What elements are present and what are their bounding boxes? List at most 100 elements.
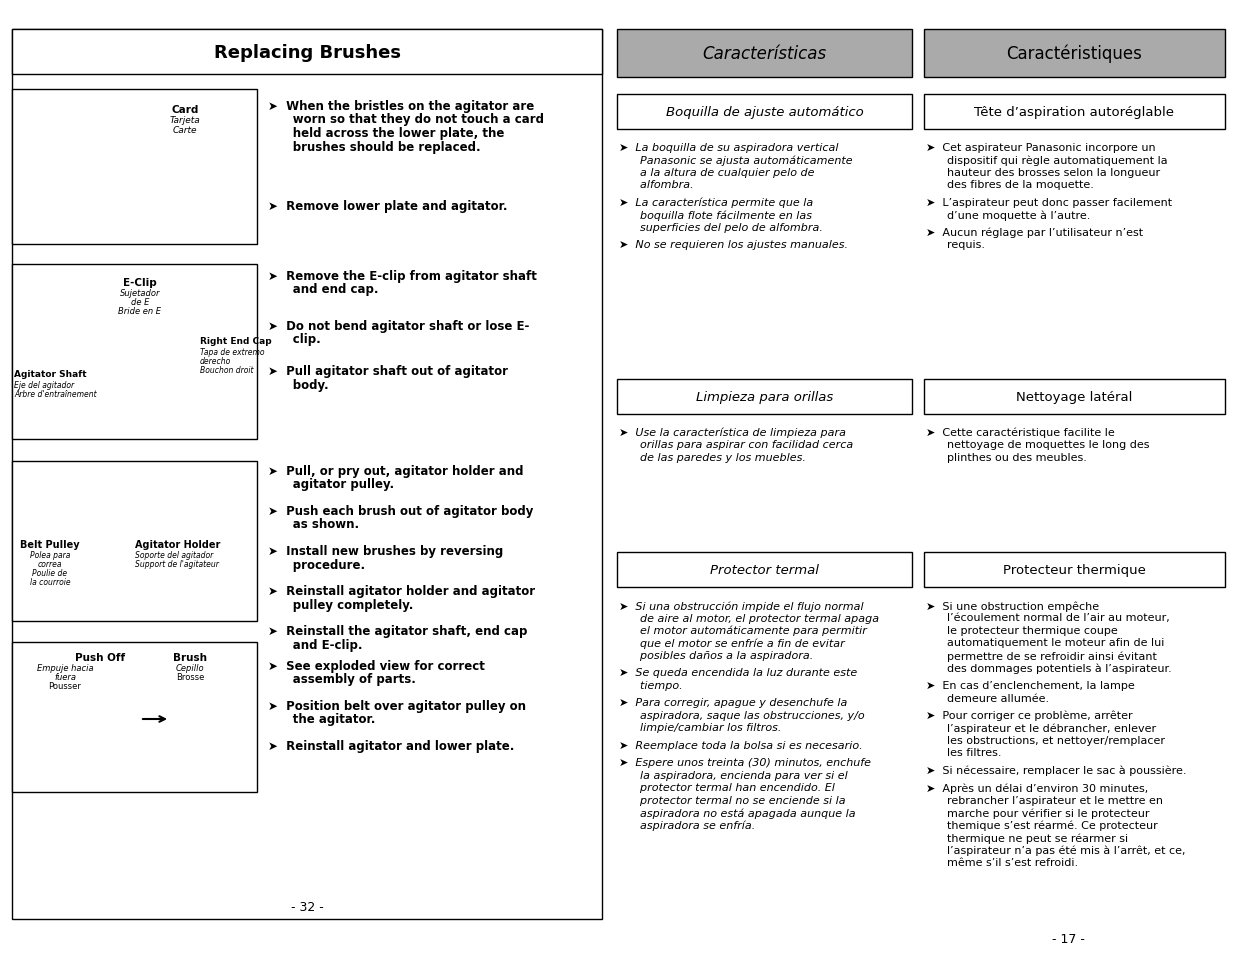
Text: de aire al motor, el protector termal apaga: de aire al motor, el protector termal ap… [619, 613, 879, 623]
Text: ➤  Pull agitator shaft out of agitator: ➤ Pull agitator shaft out of agitator [268, 365, 508, 377]
Text: rebrancher l’aspirateur et le mettre en: rebrancher l’aspirateur et le mettre en [926, 795, 1163, 805]
Text: ➤  Aucun réglage par l’utilisateur n’est: ➤ Aucun réglage par l’utilisateur n’est [926, 228, 1144, 238]
Text: marche pour vérifier si le protecteur: marche pour vérifier si le protecteur [926, 807, 1150, 818]
Text: the agitator.: the agitator. [268, 713, 375, 726]
Text: orillas para aspirar con facilidad cerca: orillas para aspirar con facilidad cerca [619, 440, 853, 450]
Bar [618, 95, 911, 130]
Text: ➤  En cas d’enclenchement, la lampe: ➤ En cas d’enclenchement, la lampe [926, 680, 1135, 690]
Text: aspiradora se enfría.: aspiradora se enfría. [619, 821, 756, 831]
Text: permettre de se refroidir ainsi évitant: permettre de se refroidir ainsi évitant [926, 650, 1157, 660]
Text: ➤  Si une obstruction empêche: ➤ Si une obstruction empêche [926, 600, 1099, 611]
Text: Bride en E: Bride en E [119, 307, 162, 315]
Text: ➤  Use la característica de limpieza para: ➤ Use la característica de limpieza para [619, 428, 846, 438]
Text: agitator pulley.: agitator pulley. [268, 478, 394, 491]
Text: ➤  Si una obstrucción impide el flujo normal: ➤ Si una obstrucción impide el flujo nor… [619, 600, 863, 611]
Bar [618, 30, 911, 78]
Text: Replacing Brushes: Replacing Brushes [214, 44, 400, 61]
Text: Características: Características [703, 45, 826, 63]
Text: ➤  Cette caractéristique facilite le: ➤ Cette caractéristique facilite le [926, 428, 1115, 438]
Text: d’une moquette à l’autre.: d’une moquette à l’autre. [926, 211, 1091, 221]
Text: limpie/cambiar los filtros.: limpie/cambiar los filtros. [619, 722, 782, 733]
Text: thermique ne peut se réarmer si: thermique ne peut se réarmer si [926, 833, 1128, 843]
Text: que el motor se enfríe a fin de evitar: que el motor se enfríe a fin de evitar [619, 638, 845, 648]
Text: même s’il s’est refroidi.: même s’il s’est refroidi. [926, 858, 1078, 867]
Text: Arbre d'entraînement: Arbre d'entraînement [14, 390, 96, 398]
Text: Bouchon droit: Bouchon droit [200, 366, 253, 375]
Text: ➤  Reinstall agitator holder and agitator: ➤ Reinstall agitator holder and agitator [268, 584, 535, 598]
Text: Belt Pulley: Belt Pulley [20, 539, 80, 550]
Text: ➤  Reinstall agitator and lower plate.: ➤ Reinstall agitator and lower plate. [268, 740, 514, 752]
Bar [12, 90, 257, 245]
Text: Pousser: Pousser [48, 681, 82, 690]
Text: Eje del agitador: Eje del agitador [14, 380, 74, 390]
Text: Empuje hacia: Empuje hacia [37, 663, 94, 672]
Text: ➤  La característica permite que la: ➤ La característica permite que la [619, 198, 814, 209]
Text: Tapa de extremo: Tapa de extremo [200, 348, 264, 356]
Text: ➤  Pour corriger ce problème, arrêter: ➤ Pour corriger ce problème, arrêter [926, 710, 1132, 720]
Text: demeure allumée.: demeure allumée. [926, 693, 1049, 702]
Text: ➤  Reemplace toda la bolsa si es necesario.: ➤ Reemplace toda la bolsa si es necesari… [619, 740, 862, 750]
Text: and end cap.: and end cap. [268, 283, 378, 296]
Text: Carte: Carte [173, 126, 198, 135]
Text: de las paredes y los muebles.: de las paredes y los muebles. [619, 453, 806, 462]
Text: ➤  When the bristles on the agitator are: ➤ When the bristles on the agitator are [268, 100, 535, 112]
Text: Soporte del agitador: Soporte del agitador [135, 551, 214, 559]
Text: posibles daños a la aspiradora.: posibles daños a la aspiradora. [619, 650, 814, 660]
Text: el motor automáticamente para permitir: el motor automáticamente para permitir [619, 625, 867, 636]
Text: ➤  Pull, or pry out, agitator holder and: ➤ Pull, or pry out, agitator holder and [268, 464, 524, 477]
Text: alfombra.: alfombra. [619, 180, 694, 191]
Text: and E-clip.: and E-clip. [268, 638, 363, 651]
Text: Protector termal: Protector termal [710, 563, 819, 577]
Text: Boquilla de ajuste automático: Boquilla de ajuste automático [666, 106, 863, 119]
Text: protector termal no se enciende si la: protector termal no se enciende si la [619, 795, 846, 805]
Text: protector termal han encendido. El: protector termal han encendido. El [619, 782, 835, 793]
Text: ➤  Reinstall the agitator shaft, end cap: ➤ Reinstall the agitator shaft, end cap [268, 624, 527, 638]
Text: aspiradora no está apagada aunque la: aspiradora no está apagada aunque la [619, 807, 856, 818]
Text: ➤  Install new brushes by reversing: ➤ Install new brushes by reversing [268, 544, 503, 558]
Text: Tarjeta: Tarjeta [169, 116, 200, 125]
Text: l’écoulement normal de l’air au moteur,: l’écoulement normal de l’air au moteur, [926, 613, 1170, 623]
Bar [924, 553, 1225, 587]
Text: Sujetador: Sujetador [120, 289, 161, 297]
Text: Brush: Brush [173, 652, 207, 662]
Text: hauteur des brosses selon la longueur: hauteur des brosses selon la longueur [926, 168, 1160, 178]
Text: le protecteur thermique coupe: le protecteur thermique coupe [926, 625, 1118, 636]
Text: tiempo.: tiempo. [619, 680, 683, 690]
Text: worn so that they do not touch a card: worn so that they do not touch a card [268, 113, 543, 127]
Text: ➤  Espere unos treinta (30) minutos, enchufe: ➤ Espere unos treinta (30) minutos, ench… [619, 758, 871, 768]
Text: Push Off: Push Off [75, 652, 125, 662]
Bar [12, 30, 601, 919]
Text: ➤  Si nécessaire, remplacer le sac à poussière.: ➤ Si nécessaire, remplacer le sac à pous… [926, 765, 1187, 776]
Text: ➤  Remove lower plate and agitator.: ➤ Remove lower plate and agitator. [268, 200, 508, 213]
Bar [924, 95, 1225, 130]
Text: Protecteur thermique: Protecteur thermique [1003, 563, 1146, 577]
Text: Nettoyage latéral: Nettoyage latéral [1016, 391, 1132, 403]
Text: ➤  See exploded view for correct: ➤ See exploded view for correct [268, 659, 485, 672]
Text: Panasonic se ajusta automáticamente: Panasonic se ajusta automáticamente [619, 155, 852, 166]
Text: - 32 -: - 32 - [290, 901, 324, 914]
Text: ➤  Do not bend agitator shaft or lose E-: ➤ Do not bend agitator shaft or lose E- [268, 319, 530, 333]
Text: ➤  Se queda encendida la luz durante este: ➤ Se queda encendida la luz durante este [619, 668, 857, 678]
Text: des fibres de la moquette.: des fibres de la moquette. [926, 180, 1094, 191]
Text: la aspiradora, encienda para ver si el: la aspiradora, encienda para ver si el [619, 770, 847, 781]
Text: ➤  No se requieren los ajustes manuales.: ➤ No se requieren los ajustes manuales. [619, 240, 848, 251]
Text: Card: Card [172, 105, 199, 115]
Text: ➤  Remove the E-clip from agitator shaft: ➤ Remove the E-clip from agitator shaft [268, 270, 537, 283]
Bar [12, 461, 257, 621]
Bar [618, 379, 911, 415]
Text: Agitator Holder: Agitator Holder [135, 539, 220, 550]
Text: l’aspirateur et le débrancher, enlever: l’aspirateur et le débrancher, enlever [926, 722, 1156, 733]
Text: dispositif qui règle automatiquement la: dispositif qui règle automatiquement la [926, 155, 1167, 166]
Text: assembly of parts.: assembly of parts. [268, 673, 416, 686]
Bar [618, 553, 911, 587]
Text: correa: correa [38, 559, 62, 568]
Text: ➤  L’aspirateur peut donc passer facilement: ➤ L’aspirateur peut donc passer facileme… [926, 198, 1172, 208]
Text: Poulie de: Poulie de [32, 568, 68, 578]
Text: Limpieza para orillas: Limpieza para orillas [695, 391, 834, 403]
Text: themique s’est réarmé. Ce protecteur: themique s’est réarmé. Ce protecteur [926, 821, 1157, 831]
Text: ➤  Push each brush out of agitator body: ➤ Push each brush out of agitator body [268, 504, 534, 517]
Text: Tête d’aspiration autoréglable: Tête d’aspiration autoréglable [974, 106, 1174, 119]
Text: plinthes ou des meubles.: plinthes ou des meubles. [926, 453, 1087, 462]
Bar [12, 642, 257, 792]
Text: held across the lower plate, the: held across the lower plate, the [268, 127, 504, 140]
